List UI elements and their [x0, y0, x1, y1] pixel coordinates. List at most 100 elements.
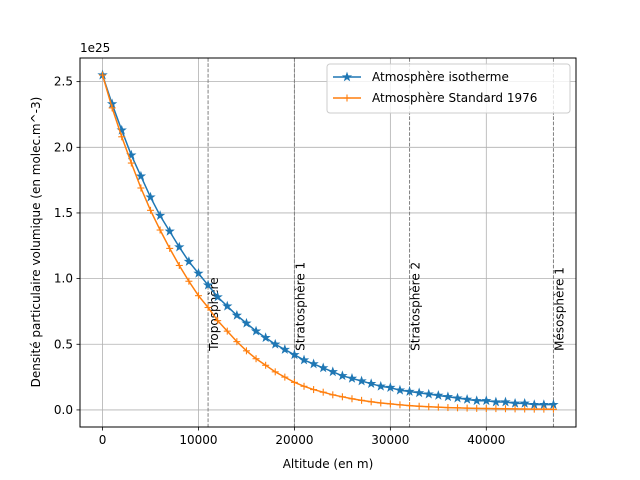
legend-label: Atmosphère isotherme [372, 70, 509, 84]
data-point [337, 370, 348, 381]
data-point [540, 405, 548, 413]
data-point [366, 378, 377, 389]
plot-background [80, 58, 576, 427]
y-tick-label: 0.5 [54, 337, 73, 351]
data-point [509, 397, 521, 408]
data-point [521, 405, 529, 413]
data-point [183, 256, 195, 266]
data-point [338, 393, 346, 401]
data-point [252, 355, 260, 363]
data-point [367, 398, 375, 406]
y-axis-offset-label: 1e25 [80, 41, 110, 55]
y-tick-label: 1.0 [54, 272, 73, 286]
data-point [346, 372, 358, 383]
data-point [154, 210, 166, 220]
x-tick-label: 0 [99, 433, 107, 447]
data-point [214, 317, 222, 325]
y-tick-label: 0.0 [54, 403, 73, 417]
data-point [404, 386, 415, 396]
y-tick-label: 1.5 [54, 206, 73, 220]
data-point [175, 261, 183, 269]
data-point [242, 347, 250, 355]
data-point [118, 133, 126, 141]
data-point [308, 358, 319, 369]
data-point [135, 170, 147, 181]
data-point [358, 396, 366, 404]
data-point [473, 404, 481, 412]
x-tick-label: 40000 [467, 433, 505, 447]
x-axis-label: Altitude (en m) [283, 457, 374, 471]
data-point [413, 387, 425, 398]
data-point [270, 338, 281, 349]
y-axis-ticks: 0.0 0.5 1.0 1.5 2.0 2.5 [54, 75, 80, 417]
data-point [406, 402, 414, 410]
data-point [147, 206, 155, 214]
legend-marker [341, 71, 353, 82]
data-point [281, 373, 289, 381]
legend-marker [343, 94, 351, 102]
plot-frame [79, 57, 577, 428]
data-point [271, 368, 279, 376]
data-point [202, 279, 214, 290]
data-point [329, 391, 337, 399]
axes [79, 57, 577, 428]
x-tick-label: 30000 [371, 433, 409, 447]
data-point [194, 292, 202, 300]
series-1 [97, 69, 559, 410]
data-point [452, 392, 463, 403]
data-point [463, 404, 471, 412]
data-point [386, 400, 394, 408]
data-point [166, 244, 174, 252]
data-point [377, 399, 385, 407]
data-point [204, 304, 212, 312]
data-point [482, 404, 490, 412]
data-point [549, 405, 557, 413]
data-point [319, 388, 327, 396]
data-point [375, 380, 386, 391]
data-point [233, 338, 241, 346]
data-point [300, 382, 308, 390]
x-axis-ticks: 0 10000 20000 30000 40000 [99, 427, 505, 447]
data-point [356, 375, 367, 386]
data-point [279, 344, 290, 354]
data-point [241, 317, 252, 328]
data-point [310, 386, 318, 394]
series-layer [97, 69, 559, 413]
data-point [260, 332, 271, 343]
legend-entry: Atmosphère Standard 1976 [333, 91, 537, 105]
data-point [501, 405, 509, 413]
data-point [471, 395, 482, 406]
y-axis-label: Densité particulaire volumique (en molec… [29, 97, 43, 388]
layer-label: Stratosphère 2 [409, 262, 423, 351]
data-point [444, 404, 452, 412]
data-point [193, 267, 204, 278]
data-point [99, 71, 107, 79]
x-tick-label: 10000 [179, 433, 217, 447]
data-point [492, 405, 500, 413]
data-point [500, 396, 511, 407]
y-tick-label: 2.0 [54, 140, 73, 154]
data-point [385, 382, 396, 392]
data-point [396, 401, 404, 409]
data-point [174, 241, 185, 252]
legend-frame [326, 63, 571, 114]
data-point [164, 225, 175, 236]
data-point [461, 394, 473, 404]
data-point [212, 291, 223, 302]
legend: Atmosphère isotherme Atmosphère Standard … [326, 63, 571, 114]
data-point [490, 396, 502, 407]
data-point [127, 159, 135, 167]
data-point [262, 361, 270, 369]
x-tick-label: 20000 [275, 433, 313, 447]
data-point [145, 191, 156, 202]
data-point [433, 390, 444, 400]
data-point [348, 395, 356, 403]
data-point [511, 405, 519, 413]
data-point [394, 384, 406, 395]
data-point [222, 300, 233, 311]
data-point [530, 405, 538, 413]
legend-entry: Atmosphère isotherme [333, 70, 509, 84]
layer-label: Mésosphère 1 [552, 267, 566, 351]
